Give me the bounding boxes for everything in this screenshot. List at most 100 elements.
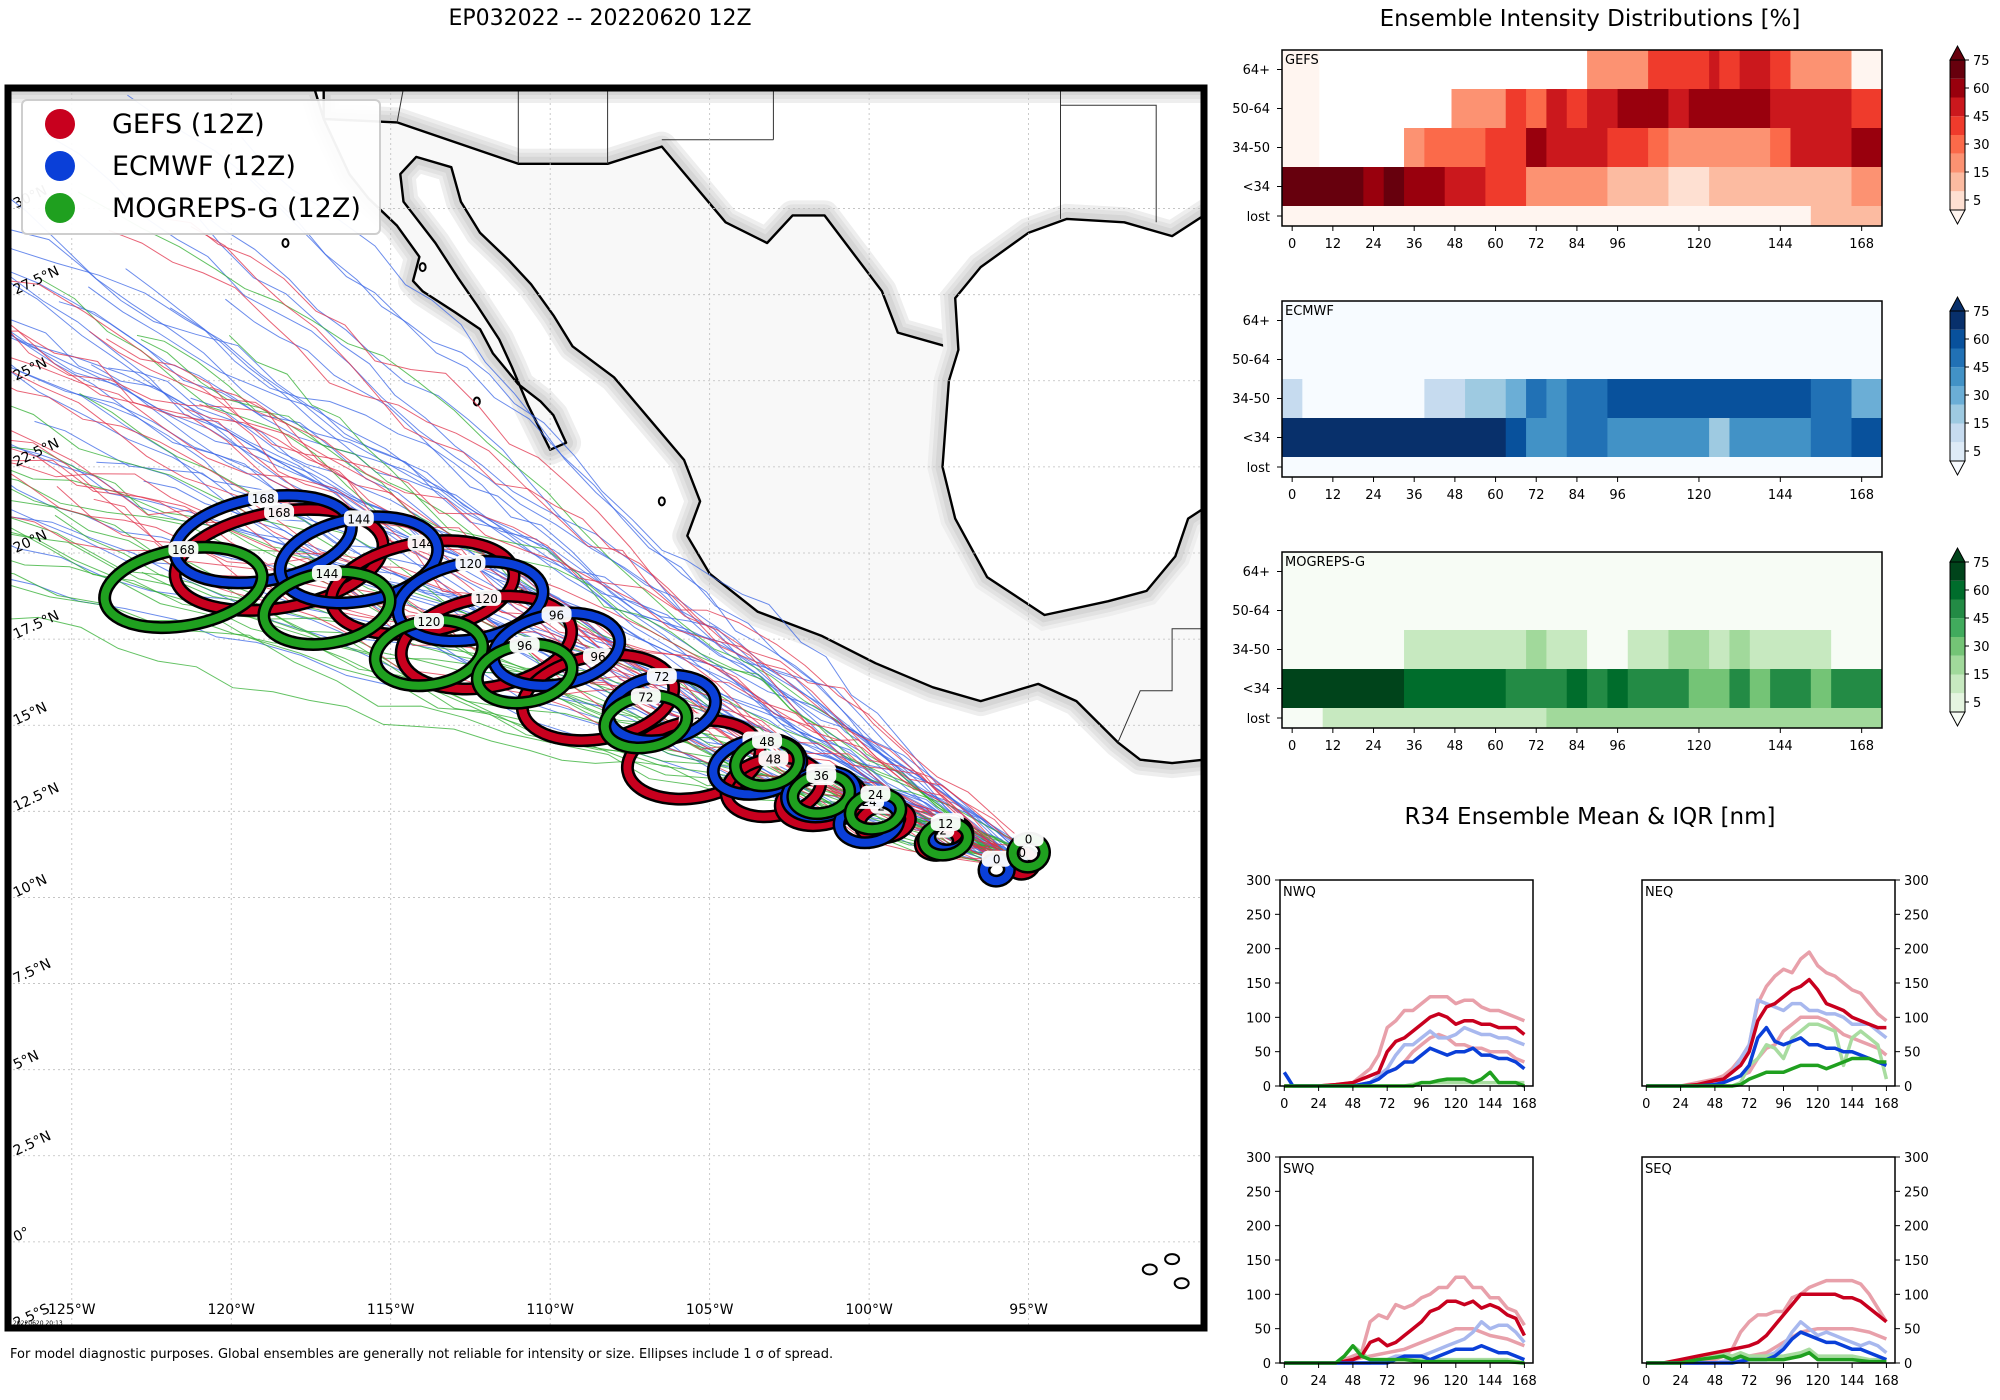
x-tick-label: 120 [1805,1097,1830,1112]
gulf-of-mexico [941,214,1204,617]
hour-label-box [455,554,486,571]
y-tick-label: 250 [1246,1185,1271,1200]
gefs-mean-line [1646,1292,1888,1365]
hour-label-box [806,766,837,783]
x-tick-label: 144 [1840,1374,1865,1389]
heat-cell [1831,669,1882,708]
quadrant-label: NWQ [1283,885,1316,900]
y-tick-label: 0 [1263,1357,1271,1372]
y-tick-label: 100 [1246,1011,1271,1026]
island [281,238,290,248]
colorbar-tick-label: 5 [1973,445,1981,460]
row-label: 64+ [1243,63,1270,78]
colorbar-frame [1949,59,1966,211]
heat-cell [1282,591,1882,630]
colorbar-bin [1950,618,1965,637]
colorbar-bin [1950,116,1965,135]
hour-label: 168 [172,543,195,557]
state-border [1060,104,1157,223]
x-tick-label: 0 [1642,1097,1650,1112]
x-tick-label: 72 [1528,488,1545,503]
y-tick-label: 200 [1246,1220,1271,1235]
x-tick-label: 36 [1406,488,1423,503]
heat-cell [1282,630,1421,669]
legend: GEFS (12Z) ECMWF (12Z) MOGREPS-G (12Z) [21,99,381,235]
hour-label-box [509,636,540,653]
ensemble-track [108,229,1000,848]
hour-label: 72 [654,670,669,684]
lon-tick-label: 115°W [367,1302,415,1318]
r34-title: R34 Ensemble Mean & IQR [nm] [1404,804,1776,830]
hour-label: 120 [475,592,498,606]
lon-tick-label: 125°W [48,1302,96,1318]
island [1141,1263,1158,1276]
colorbar-bin [1950,599,1965,619]
y-tick-label: 150 [1904,1254,1929,1269]
colorbar-bin [1950,367,1965,386]
heat-cell [1851,167,1882,206]
x-tick-label: 168 [1849,237,1874,252]
heat-frame [1281,49,1883,227]
row-label: <34 [1243,180,1270,195]
colorbar-bottom [1949,460,1966,477]
heat-cell [1851,89,1882,128]
x-tick-label: 0 [1288,739,1296,754]
colorbar-top [1949,44,1966,61]
hour-label: 96 [517,639,532,653]
ensemble-track [192,210,1005,855]
x-tick-label: 72 [1528,739,1545,754]
hour-label-box [646,668,677,685]
state-border [396,88,404,123]
x-tick-label: 24 [1672,1374,1689,1389]
colorbar-bin [1950,674,1965,694]
ensemble-track [8,330,1010,867]
x-tick-label: 24 [1365,488,1382,503]
x-tick-label: 0 [1280,1374,1288,1389]
colorbar-tick-label: 15 [1973,166,1990,181]
lon-tick-label: 100°W [845,1302,893,1318]
lon-tick-label: 95°W [1009,1302,1048,1318]
hour-label-box [541,606,572,623]
x-tick-label: 144 [1768,488,1793,503]
heat-cell [1546,708,1882,728]
gefs-mean-line [1646,977,1887,1088]
x-tick-label: 84 [1569,237,1586,252]
y-tick-label: 0 [1904,1080,1912,1095]
r34-frame [1279,879,1534,1087]
heat-cell [1282,669,1421,708]
heatmap-ecmwf: 64+ 50-64 34-50 <34 lost ECMWF 0 12 24 36 48 60 72 84… [1232,295,1990,503]
y-tick-label: 0 [1904,1357,1912,1372]
colorbar-bin [1950,348,1965,368]
gefs-iqr-line [1284,1275,1526,1365]
colorbar-bin [1950,386,1965,405]
y-tick-label: 300 [1246,1151,1271,1166]
mogreps-g-iqr-line [1646,1022,1889,1088]
x-tick-label: 48 [1707,1374,1724,1389]
x-tick-label: 72 [1379,1097,1396,1112]
row-label: lost [1247,210,1270,225]
x-tick-label: 96 [1609,237,1626,252]
quadrant-label: SEQ [1645,1162,1672,1177]
x-tick-label: 48 [1447,739,1464,754]
row-label: 50-64 [1232,102,1270,117]
island [1173,1277,1190,1290]
colorbar-tick-label: 45 [1973,612,1990,627]
heat-cell [1282,50,1320,89]
legend-marker [45,193,75,223]
y-tick-label: 150 [1904,977,1929,992]
hour-label: 0 [1018,846,1026,860]
heat-cell [1282,301,1882,340]
y-tick-label: 300 [1904,874,1929,889]
x-tick-label: 96 [1609,739,1626,754]
colorbar-frame [1949,561,1966,713]
x-tick-label: 120 [1443,1097,1468,1112]
colorbar-tick-label: 45 [1973,361,1990,376]
map-frame [4,84,1208,1332]
gefs-iqr-line [1646,950,1888,1088]
colorbar-bottom [1949,711,1966,728]
y-tick-label: 50 [1904,1323,1921,1338]
colorbar-tick-label: 30 [1973,389,1990,404]
x-tick-label: 0 [1642,1374,1650,1389]
x-tick-label: 48 [1707,1097,1724,1112]
row-label: lost [1247,712,1270,727]
